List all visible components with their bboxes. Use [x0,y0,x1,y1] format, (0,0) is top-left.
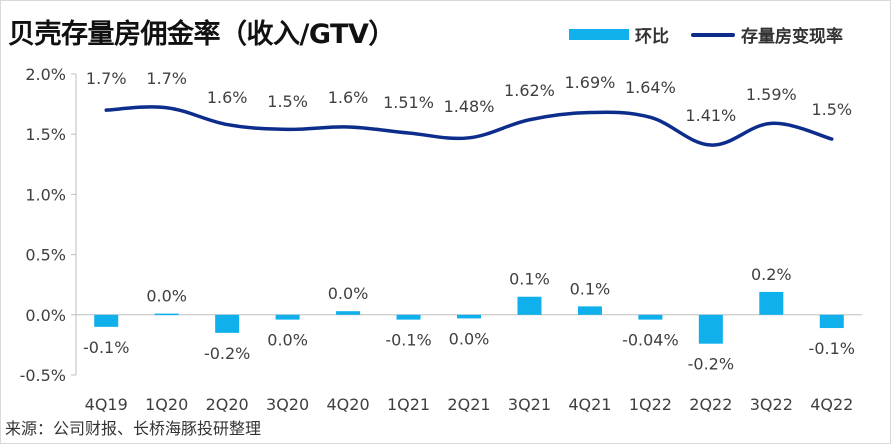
y-tick-label: 2.0% [25,65,66,84]
x-category-label: 1Q22 [629,395,672,414]
bar [577,306,602,315]
line-data-label: 1.69% [565,73,616,92]
bar [457,314,481,319]
bar [396,314,421,320]
source-note: 来源：公司财报、长桥海豚投研整理 [5,419,262,438]
bar [215,314,240,333]
legend-item-line: 存量房变现率 [691,22,843,47]
y-tick-label: 0.5% [25,246,66,265]
y-tick-label: 1.5% [25,125,66,144]
bar-data-label: -0.2% [204,344,250,363]
line-data-label: 1.48% [444,97,495,116]
line-series [104,105,834,147]
bar-data-label: -0.04% [622,331,679,350]
bar-data-label: 0.1% [509,270,550,289]
bar [336,311,361,315]
x-category-label: 3Q20 [266,395,309,414]
bar [275,314,300,320]
legend-line-label: 存量房变现率 [741,27,843,47]
bar [154,313,179,316]
line-data-label: 1.59% [746,85,797,104]
line-data-label: 1.62% [504,81,555,100]
data-labels: -0.1% 0.0% -0.2% 0.0% 0.0% -0.1% 0.0% 0.1% 0.1% -… [83,69,855,374]
bar-data-label: 0.1% [570,279,611,298]
line-data-label: 1.64% [625,78,676,97]
bar-data-label: 0.0% [267,331,308,350]
x-category-label: 4Q19 [85,395,128,414]
bar-series [94,291,844,344]
legend-bar-label: 环比 [635,27,669,47]
legend-bar-swatch [569,29,629,40]
bar-data-label: -0.2% [688,355,734,374]
bar-data-label: 0.0% [146,287,187,306]
x-category-label: 4Q21 [568,395,611,414]
x-axis: 4Q19 1Q20 2Q20 3Q20 4Q20 1Q21 2Q21 3Q21 4Q21 1Q22… [76,314,862,414]
line-data-label: 1.7% [146,69,187,88]
chart-title: 贝壳存量房佣金率（收入/GTV） [8,19,395,50]
x-category-label: 4Q20 [327,395,370,414]
line-data-label: 1.6% [328,88,369,107]
bar [94,314,119,327]
bar-data-label: -0.1% [385,331,431,350]
bar-data-label: -0.1% [809,339,855,358]
y-tick-label: 0.0% [25,306,66,325]
x-category-label: 2Q22 [689,395,732,414]
legend-item-bar: 环比 [569,22,669,47]
bar [759,291,784,315]
bar-data-label: 0.0% [328,284,369,303]
bar [698,314,723,344]
bar [819,314,844,329]
line-data-label: 1.41% [685,106,736,125]
bar-data-label: 0.0% [449,329,490,348]
line-data-label: 1.5% [267,92,308,111]
x-category-label: 2Q20 [206,395,249,414]
bar [517,296,542,315]
bar-data-label: 0.2% [751,265,792,284]
x-category-label: 3Q22 [750,395,793,414]
y-tick-label: 1.0% [25,185,66,204]
y-axis: 2.0% 1.5% 1.0% 0.5% 0.0% -0.5% [20,65,77,385]
legend-line-swatch [691,32,735,37]
x-category-label: 1Q21 [387,395,430,414]
bar [638,314,663,320]
line-data-label: 1.7% [86,69,127,88]
line-data-label: 1.51% [383,93,434,112]
x-category-label: 4Q22 [810,395,853,414]
legend: 环比 存量房变现率 [547,22,843,47]
y-tick-label: -0.5% [20,366,66,385]
x-category-label: 3Q21 [508,395,551,414]
x-category-label: 2Q21 [447,395,490,414]
line-data-label: 1.5% [811,100,852,119]
line-data-label: 1.6% [207,88,248,107]
bar-data-label: -0.1% [83,338,129,357]
x-category-label: 1Q20 [145,395,188,414]
